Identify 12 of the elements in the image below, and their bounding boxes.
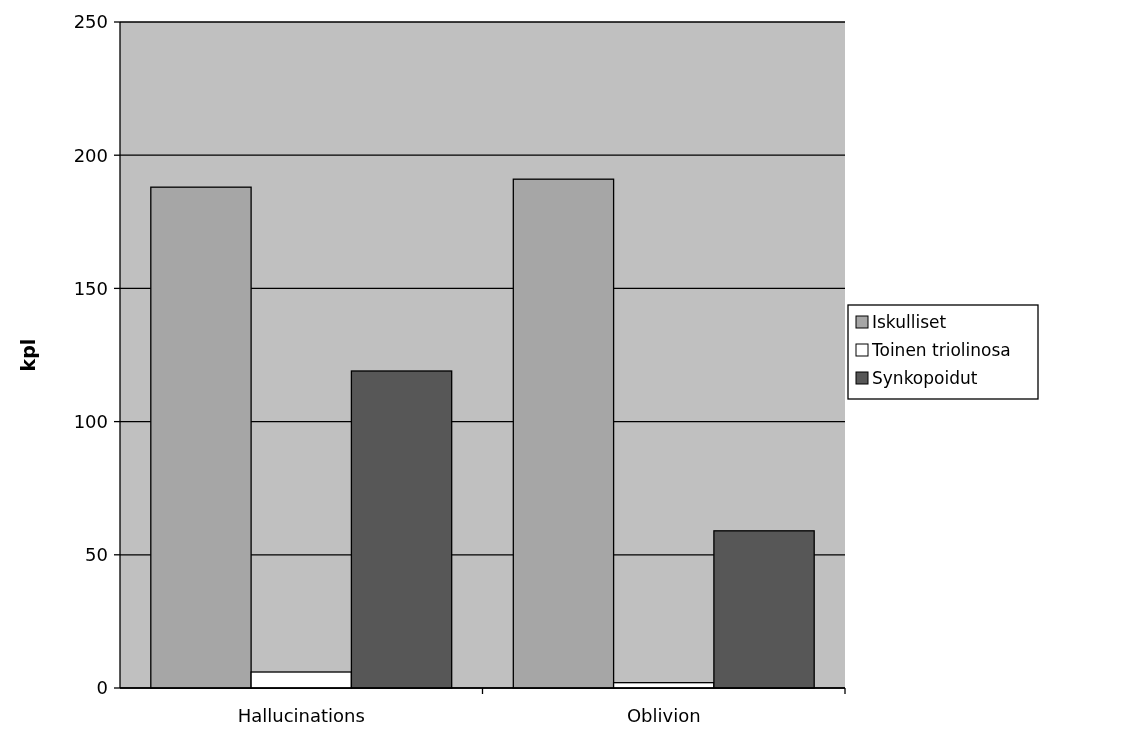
legend-label: Synkopoidut: [872, 367, 978, 388]
y-axis-title: kpl: [17, 338, 39, 372]
legend-label: Toinen triolinosa: [871, 339, 1011, 360]
legend-label: Iskulliset: [872, 311, 947, 332]
y-tick-label: 100: [73, 410, 108, 432]
y-tick-label: 50: [85, 544, 108, 566]
y-tick-label: 150: [73, 277, 108, 299]
x-tick-label: Oblivion: [626, 705, 701, 726]
y-tick-label: 250: [73, 11, 108, 33]
y-tick-label: 200: [73, 144, 108, 166]
y-tick-label: 0: [96, 677, 108, 699]
x-tick-label: Hallucinations: [237, 705, 365, 726]
